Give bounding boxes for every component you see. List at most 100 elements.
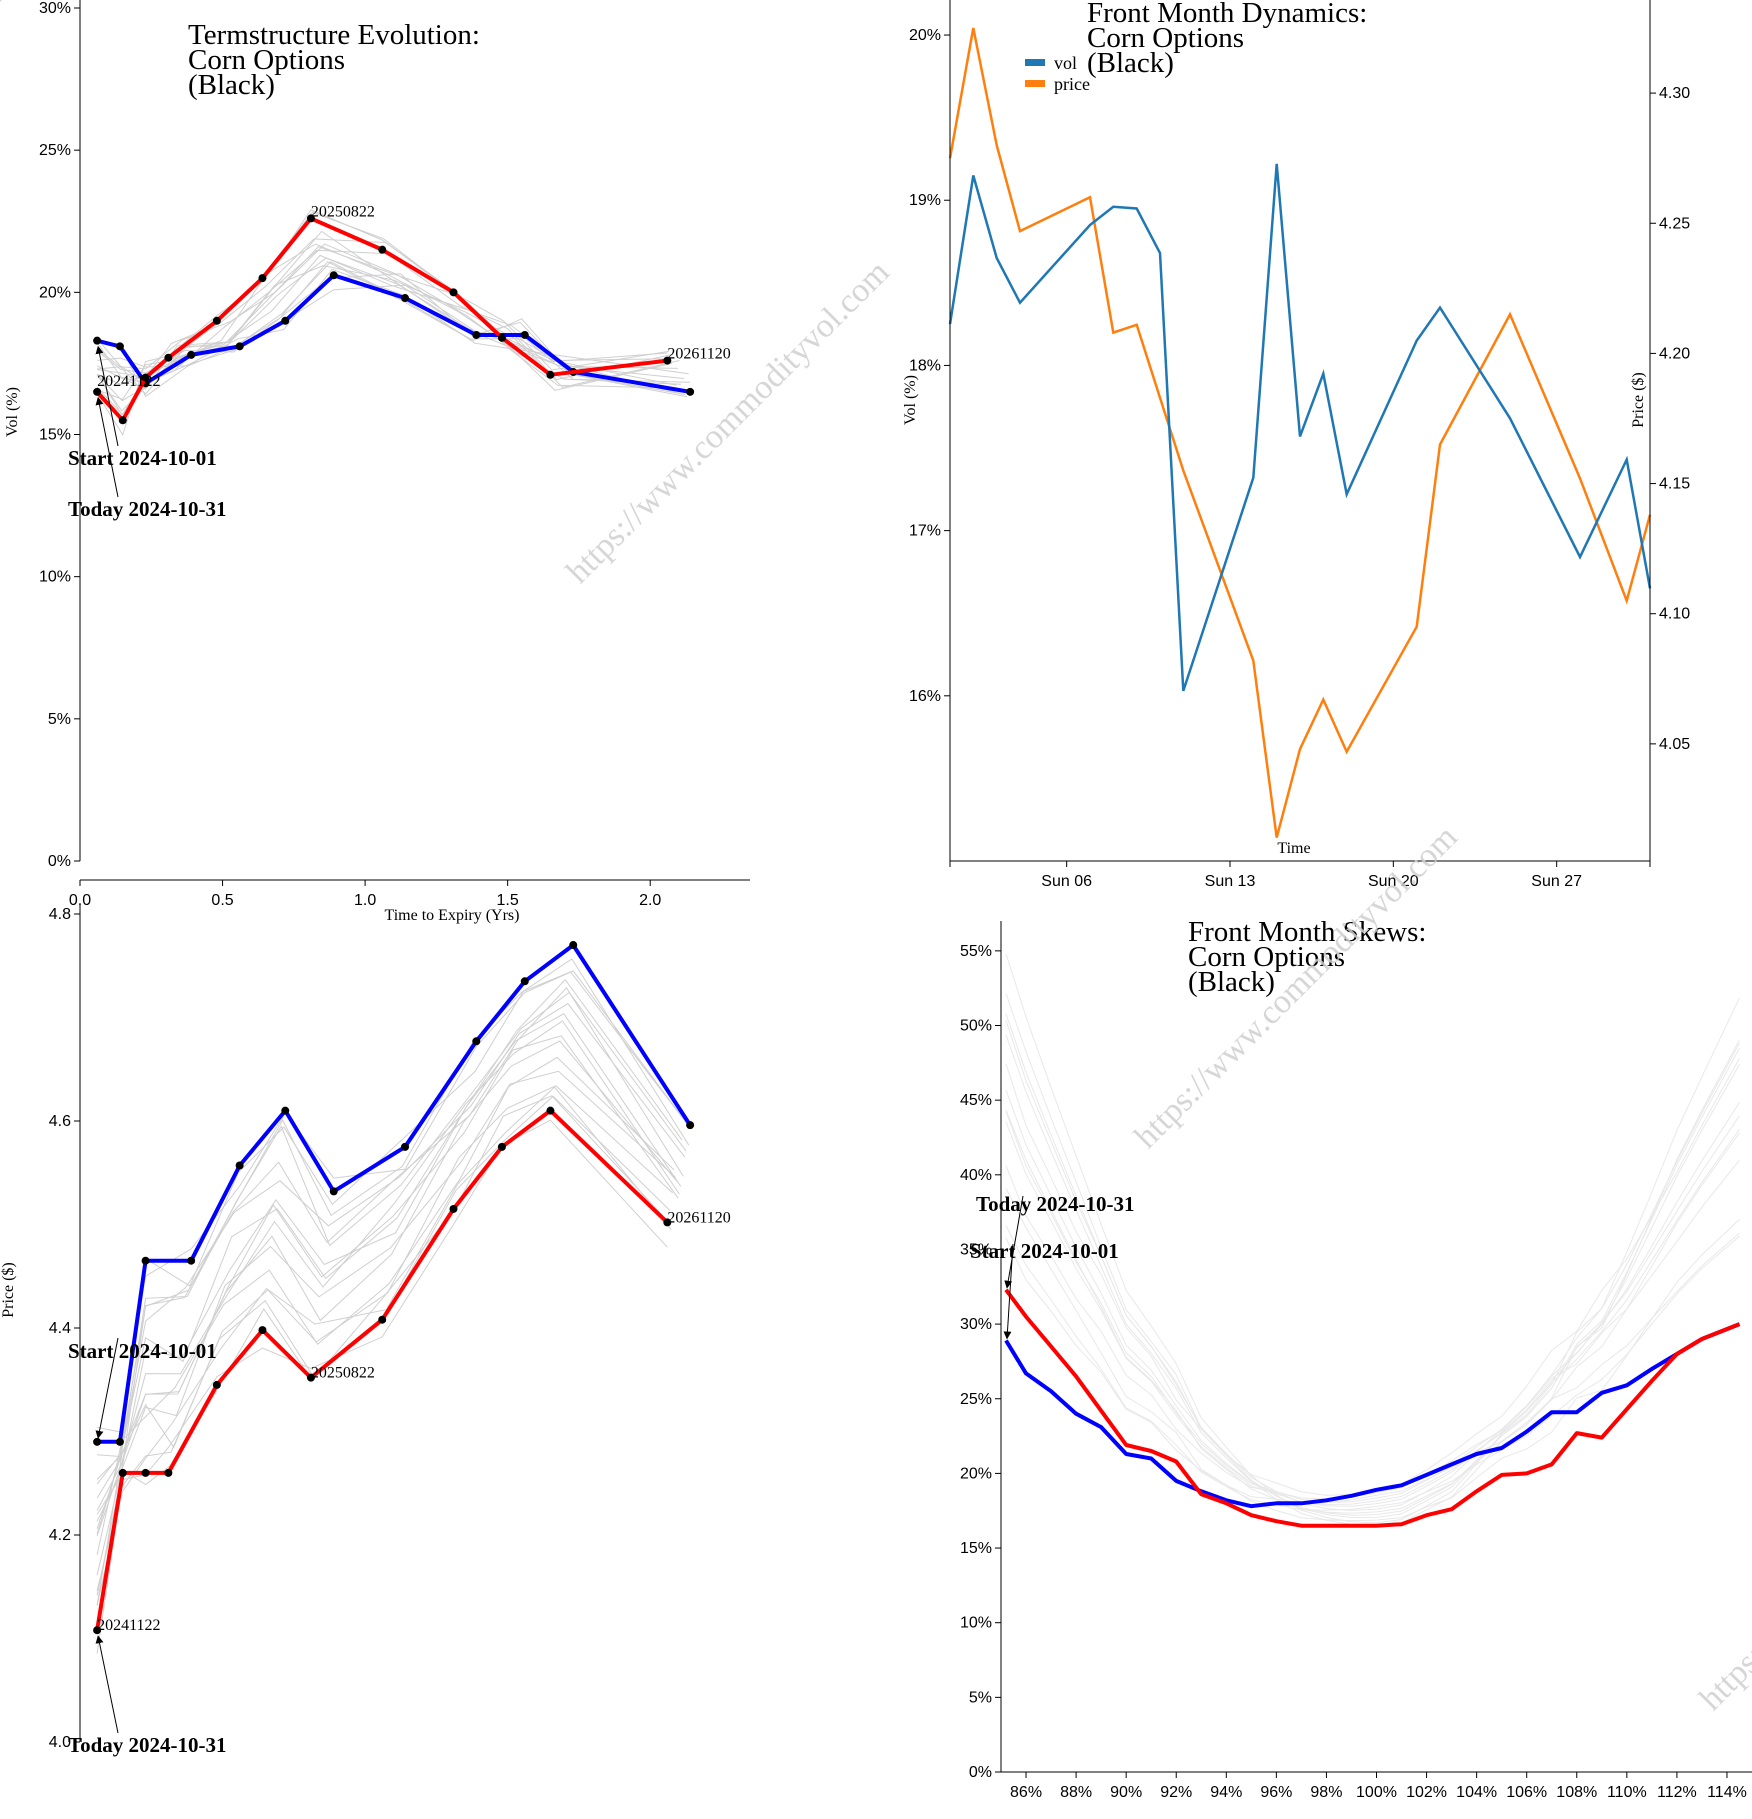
history-line bbox=[96, 1040, 678, 1529]
annotation-start: Start 2024-10-01 bbox=[68, 446, 217, 470]
y-axis-title: Price ($) bbox=[0, 1262, 17, 1318]
legend-vol-swatch bbox=[1025, 59, 1045, 66]
series-today-point bbox=[164, 1468, 173, 1477]
y-axis-tick-label: 20% bbox=[39, 284, 71, 301]
series-today-point bbox=[663, 1218, 672, 1227]
y-axis-tick-label: 4.2 bbox=[49, 1527, 71, 1544]
y-axis-tick-label: 5% bbox=[969, 1689, 992, 1706]
series-start-point bbox=[281, 316, 290, 325]
series-start-line bbox=[97, 943, 692, 1444]
series-today-point bbox=[497, 333, 506, 342]
history-line bbox=[1005, 1034, 1740, 1516]
series-start-point bbox=[520, 977, 529, 986]
series-start-point bbox=[187, 350, 196, 359]
x-axis-tick-label: Sun 20 bbox=[1368, 873, 1419, 890]
x-axis-tick-label: 90% bbox=[1110, 1784, 1142, 1801]
series-today-point bbox=[306, 214, 315, 223]
y-axis-right-tick-label: 4.15 bbox=[1659, 476, 1690, 493]
chart-title-line-3: (Black) bbox=[188, 69, 275, 101]
series-start-point bbox=[686, 387, 695, 396]
history-line bbox=[96, 1013, 682, 1522]
history-line bbox=[96, 1085, 674, 1606]
x-axis-tick-label: 106% bbox=[1506, 1784, 1547, 1801]
y-axis-left-tick-label: 17% bbox=[909, 523, 941, 540]
history-line bbox=[1005, 1121, 1740, 1505]
series-today-point bbox=[93, 1626, 102, 1635]
series-today-point bbox=[546, 1106, 555, 1115]
series-today-point bbox=[118, 416, 127, 425]
history-line bbox=[1005, 1232, 1740, 1504]
chart-title-line-2: Corn Options bbox=[1087, 22, 1244, 54]
history-line bbox=[96, 1070, 676, 1576]
y-axis-tick-label: 10% bbox=[39, 569, 71, 586]
annotation-today-arrow bbox=[1004, 1195, 1024, 1289]
y-axis-tick-label: 40% bbox=[960, 1167, 992, 1184]
y-axis-tick-label: 4.6 bbox=[49, 1113, 71, 1130]
y-axis-tick-label: 0% bbox=[48, 853, 71, 870]
chart-title-line-3: (Black) bbox=[1087, 47, 1174, 79]
series-today-point bbox=[93, 387, 102, 396]
x-axis-tick-label: 108% bbox=[1556, 1784, 1597, 1801]
history-line bbox=[96, 1056, 675, 1555]
history-line bbox=[1005, 1013, 1740, 1519]
x-axis-tick-label: 86% bbox=[1010, 1784, 1042, 1801]
point-label: 20241122 bbox=[97, 1617, 160, 1634]
annotation-start-arrow bbox=[1003, 1243, 1014, 1340]
point-label: 20250822 bbox=[311, 1365, 375, 1382]
y-axis-left-tick-label: 20% bbox=[909, 27, 941, 44]
chart-title-line-3: (Black) bbox=[1188, 966, 1275, 998]
history-line bbox=[96, 986, 684, 1515]
series-start-point bbox=[235, 1161, 244, 1170]
annotation-start-arrow bbox=[95, 1337, 119, 1439]
y-axis-left-tick-label: 19% bbox=[909, 192, 941, 209]
y-axis-left-tick-label: 16% bbox=[909, 688, 941, 705]
y-axis-right-tick-label: 4.20 bbox=[1659, 345, 1690, 362]
x-axis-tick-label: 96% bbox=[1260, 1784, 1292, 1801]
y-axis-tick-label: 45% bbox=[960, 1092, 992, 1109]
x-axis-tick-label: 0.5 bbox=[211, 892, 233, 909]
series-start-line bbox=[1004, 1322, 1741, 1509]
series-start-point bbox=[141, 1256, 150, 1265]
x-axis-tick-label: 92% bbox=[1160, 1784, 1192, 1801]
y-axis-right-title: Price ($) bbox=[1630, 372, 1647, 428]
y-axis-tick-label: 4.0 bbox=[49, 1734, 71, 1751]
x-axis-tick-label: 88% bbox=[1060, 1784, 1092, 1801]
y-axis-tick-label: 25% bbox=[39, 142, 71, 159]
prices-chart: 4.0 4.2 4.4 4.6 4.8 Price ($) 20241122 20250822… bbox=[0, 905, 731, 1757]
series-vol-line bbox=[948, 163, 1652, 692]
annotation-today: Today 2024-10-31 bbox=[68, 1733, 227, 1757]
x-axis-tick-label: 1.0 bbox=[354, 892, 376, 909]
annotation-today: Today 2024-10-31 bbox=[68, 497, 227, 521]
series-today-point bbox=[164, 353, 173, 362]
series-start-point bbox=[569, 941, 578, 950]
history-line bbox=[96, 1086, 672, 1606]
y-axis-left-tick-label: 18% bbox=[909, 357, 941, 374]
series-today-line bbox=[95, 216, 668, 423]
series-today-point bbox=[378, 245, 387, 254]
watermark-text: https://www.commodityvol.com bbox=[1127, 819, 1464, 1156]
x-axis-title: Time to Expiry (Yrs) bbox=[385, 907, 520, 924]
series-today-point bbox=[212, 316, 221, 325]
history-line bbox=[96, 1095, 671, 1592]
series-price-line bbox=[948, 27, 1652, 838]
annotation-today-arrow bbox=[95, 1635, 119, 1734]
series-start-point bbox=[329, 1187, 338, 1196]
series-start-point bbox=[93, 336, 102, 345]
skews-chart: 0% 5% 10% 15% 20% 25% 30% 35% 40% 45% 50% 55% 86% 88%… bbox=[960, 916, 1752, 1801]
history-line bbox=[1005, 1020, 1740, 1512]
series-today-point bbox=[449, 1204, 458, 1213]
y-axis-right-tick-label: 4.25 bbox=[1659, 215, 1690, 232]
x-axis-tick-label: 2.0 bbox=[639, 892, 661, 909]
annotation-start: Start 2024-10-01 bbox=[68, 1339, 217, 1363]
point-label: 20241122 bbox=[97, 373, 160, 390]
x-axis-title: Time bbox=[1277, 840, 1310, 857]
annotation-start: Start 2024-10-01 bbox=[970, 1239, 1119, 1263]
y-axis-tick-label: 5% bbox=[48, 711, 71, 728]
series-start-point bbox=[401, 294, 410, 303]
x-axis-tick-label: 102% bbox=[1406, 1784, 1447, 1801]
y-axis-tick-label: 4.4 bbox=[49, 1320, 71, 1337]
y-axis-tick-label: 4.8 bbox=[49, 906, 71, 923]
history-line bbox=[96, 238, 671, 416]
history-line bbox=[96, 991, 687, 1499]
y-axis-tick-label: 20% bbox=[960, 1465, 992, 1482]
